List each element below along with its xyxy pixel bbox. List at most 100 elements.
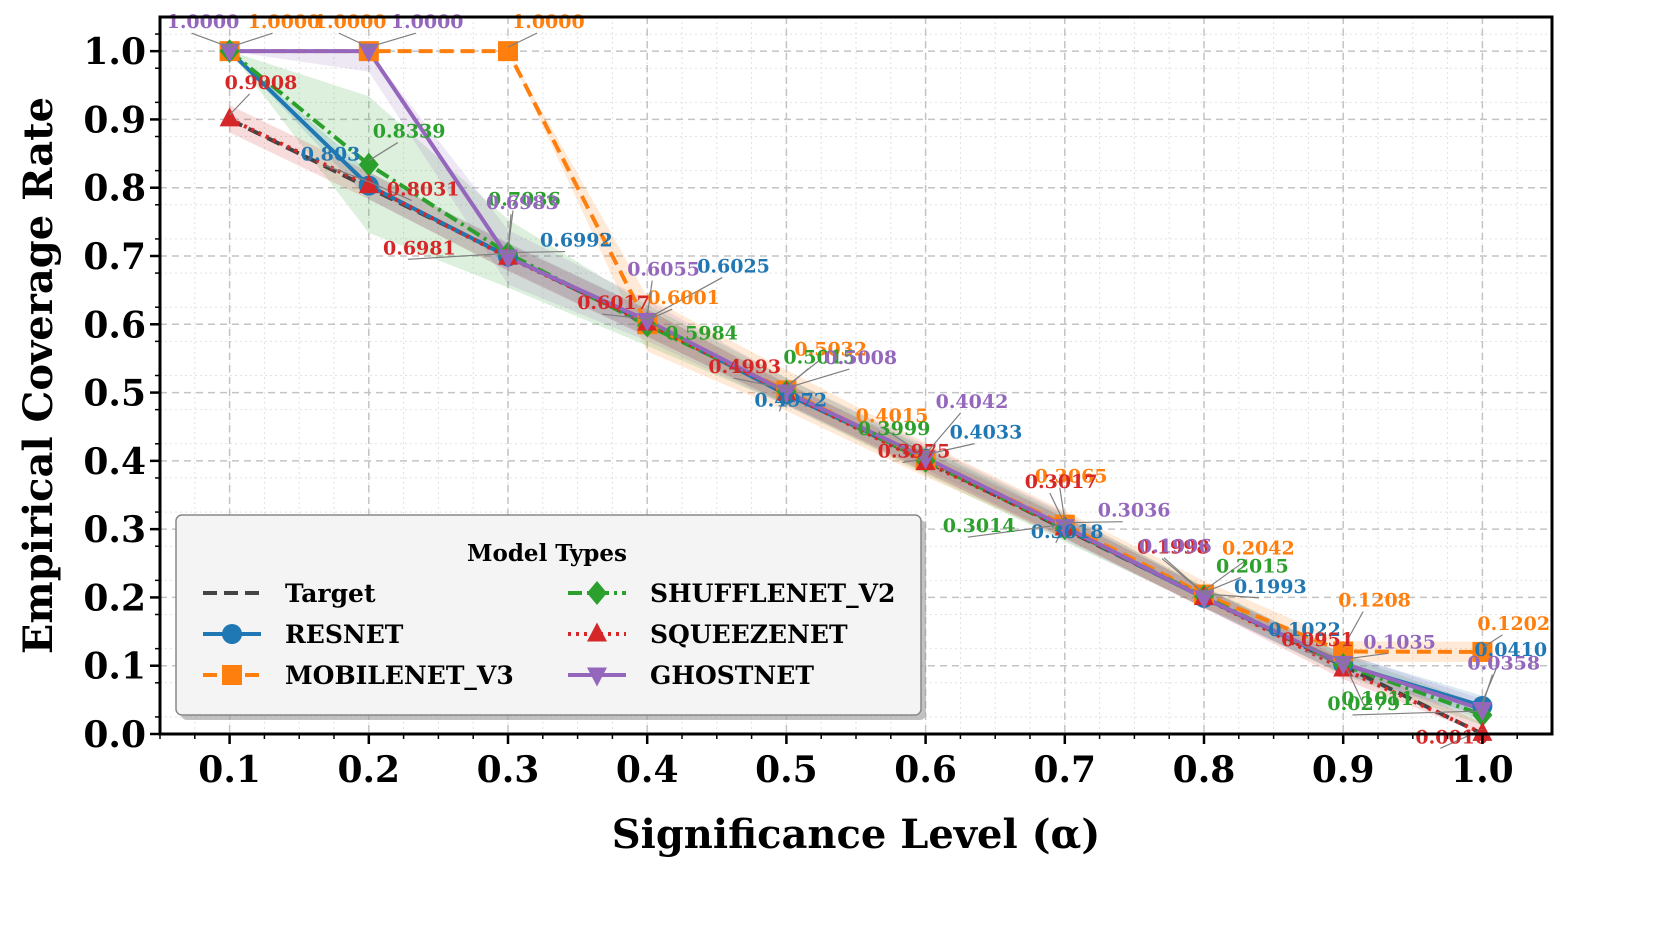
legend-label-resnet: RESNET	[285, 620, 404, 649]
annotation-resnet: 0.4972	[754, 389, 827, 411]
annotation-arrow	[1342, 611, 1364, 648]
annotation-mobilenet_v3: 1.0000	[512, 11, 585, 33]
annotation-arrow	[646, 280, 653, 317]
annotation-ghostnet: 1.0000	[167, 11, 240, 33]
marker-ghostnet	[1054, 519, 1075, 539]
legend-label-ghostnet: GHOSTNET	[650, 661, 814, 690]
value-annotations: 0.803 0.6992 0.6025 0.4972 0.4033 0.3018 0.199…	[167, 11, 1550, 749]
legend: Model Types Target RESNET MOBILENET_V3 SHUF…	[175, 514, 926, 720]
annotation-arrow	[882, 439, 926, 458]
annotation-mobilenet_v3: 0.2042	[1222, 538, 1295, 560]
annotation-squeezenet: 0.3975	[878, 441, 951, 463]
y-tick-label: 0.3	[83, 509, 146, 551]
annotation-squeezenet: 0.4993	[708, 356, 781, 378]
annotation-squeezenet: 0.6981	[383, 237, 456, 259]
annotation-shufflenet_v2: 0.3999	[858, 418, 931, 440]
legend-label-mobilenet_v3: MOBILENET_V3	[285, 661, 514, 690]
x-tick-label: 0.4	[616, 749, 679, 791]
y-tick-label: 0.4	[83, 441, 146, 483]
annotation-arrow	[1203, 576, 1242, 593]
legend-label-shufflenet_v2: SHUFFLENET_V2	[650, 579, 895, 608]
x-tick-label: 0.6	[894, 749, 957, 791]
annotation-ghostnet: 0.1996	[1139, 536, 1212, 558]
annotation-resnet: 0.4033	[950, 422, 1023, 444]
y-tick-label: 0.2	[83, 577, 146, 619]
annotation-arrow	[646, 308, 673, 321]
annotation-arrow	[1342, 660, 1367, 711]
annotation-shufflenet_v2: 0.2015	[1216, 555, 1289, 577]
annotation-ghostnet: 1.0000	[391, 11, 464, 33]
marker-ghostnet	[1333, 655, 1354, 675]
annotation-mobilenet_v3: 0.4015	[856, 405, 929, 427]
annotation-arrow	[902, 457, 926, 464]
legend-label-squeezenet: SQUEEZENET	[650, 620, 848, 649]
annotation-arrow	[338, 32, 370, 48]
legend-swatch-marker	[587, 581, 607, 605]
annotation-arrow	[925, 443, 975, 456]
annotation-shufflenet_v2: 0.7036	[488, 189, 561, 211]
annotation-arrow	[368, 181, 413, 202]
y-tick-label: 0.9	[83, 99, 146, 141]
annotation-arrow	[646, 320, 691, 345]
marker-ghostnet	[498, 249, 518, 269]
y-tick-label: 0.1	[83, 646, 146, 688]
annotation-mobilenet_v3: 0.6001	[647, 287, 720, 309]
annotation-shufflenet_v2: 0.1011	[1341, 688, 1414, 710]
annotation-arrow	[880, 426, 926, 457]
marker-squeezenet	[219, 107, 240, 127]
annotation-arrow	[1292, 640, 1344, 661]
annotation-squeezenet: 0.8031	[387, 179, 460, 201]
y-tick-label: 0.5	[83, 373, 146, 415]
annotation-mobilenet_v3: 0.1202	[1477, 613, 1550, 635]
annotation-arrow	[229, 32, 273, 48]
marker-ghostnet	[219, 43, 240, 63]
annotation-arrow	[1343, 652, 1389, 660]
annotation-arrow	[325, 165, 370, 183]
annotation-ghostnet: 0.6983	[486, 192, 559, 214]
marker-squeezenet	[1472, 721, 1493, 741]
annotation-squeezenet: 0.9008	[225, 72, 298, 94]
series-lines	[228, 49, 1484, 736]
marker-ghostnet	[1472, 702, 1493, 722]
annotation-resnet: 0.0410	[1474, 639, 1547, 661]
annotation-arrow	[368, 32, 416, 48]
annotation-arrow	[1064, 521, 1123, 524]
annotation-arrow	[1055, 523, 1066, 544]
legend-swatch-marker	[587, 667, 607, 687]
y-axis-label: Empirical Coverage Rate	[15, 97, 62, 654]
y-tick-label: 0.8	[83, 168, 146, 210]
marker-ghostnet	[1194, 590, 1214, 610]
annotation-mobilenet_v3: 0.3065	[1035, 466, 1108, 488]
x-tick-label: 0.3	[477, 749, 540, 791]
marker-ghostnet	[358, 43, 379, 63]
annotation-arrow	[602, 313, 648, 320]
annotation-arrow	[1440, 728, 1483, 749]
annotation-resnet: 0.1022	[1268, 619, 1341, 641]
annotation-arrow	[646, 277, 723, 320]
annotation-arrow	[733, 377, 787, 390]
annotation-resnet: 0.6992	[540, 230, 613, 252]
annotation-resnet: 0.3018	[1031, 521, 1104, 543]
annotation-arrow	[967, 523, 1065, 538]
annotation-shufflenet_v2: 0.0279	[1327, 693, 1400, 715]
annotation-arrow	[507, 32, 538, 48]
legend-swatch-marker	[222, 665, 242, 685]
axes: 0.1 0.2 0.3 0.4 0.5 0.6 0.7 0.8 0.9 1.00.00.10.20…	[83, 15, 1554, 791]
marker-squeezenet	[358, 174, 379, 194]
annotation-arrow	[1481, 674, 1493, 706]
annotation-squeezenet: 0.6017	[577, 292, 650, 314]
annotation-shufflenet_v2: 0.3014	[943, 515, 1016, 537]
annotation-arrow	[229, 93, 251, 116]
annotation-ghostnet: 0.0358	[1467, 653, 1540, 675]
annotation-shufflenet_v2: 0.5015	[783, 347, 856, 369]
line-squeezenet	[228, 117, 1484, 736]
annotation-arrow	[786, 368, 809, 389]
annotation-squeezenet: 0.0951	[1281, 629, 1354, 651]
annotation-mobilenet_v3: 0.1208	[1338, 590, 1411, 612]
legend-box	[175, 514, 922, 716]
annotation-arrow	[925, 412, 962, 455]
legend-items: Target RESNET MOBILENET_V3 SHUFFLENET_V2 SQU…	[203, 579, 895, 690]
annotation-ghostnet: 0.6055	[627, 259, 700, 281]
annotation-ghostnet: 0.5008	[824, 347, 897, 369]
y-tick-label: 0.7	[83, 236, 146, 278]
